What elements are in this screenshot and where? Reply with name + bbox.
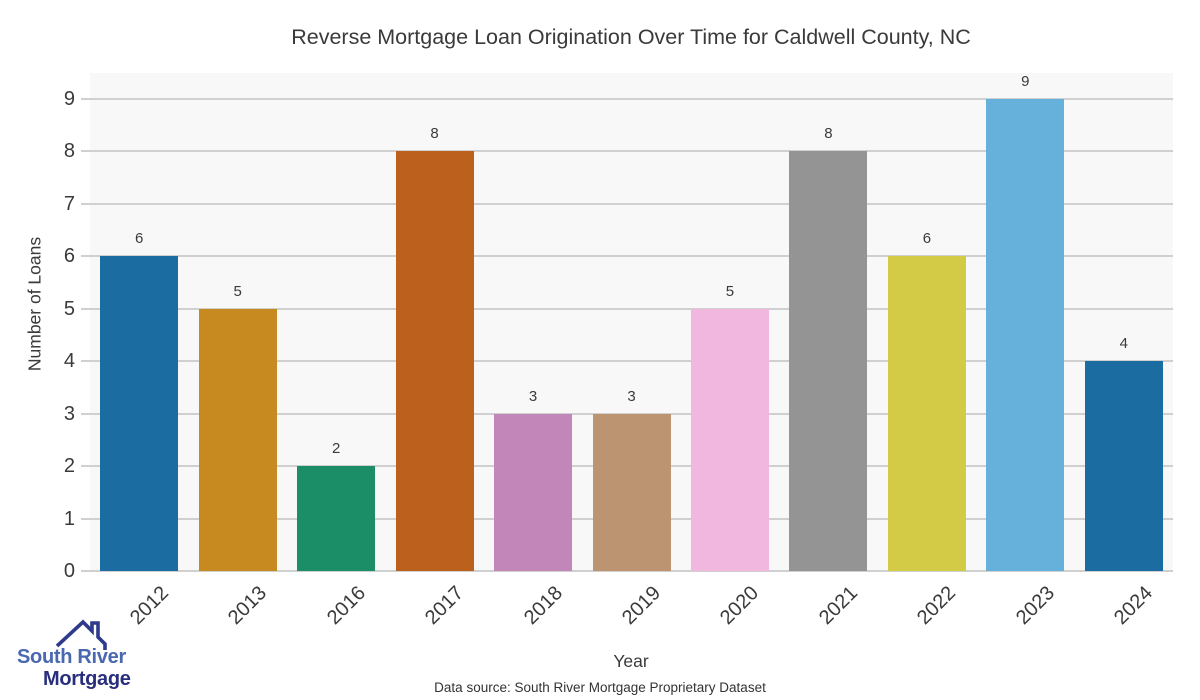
bar-2023 xyxy=(986,98,1065,571)
bar-2017 xyxy=(395,151,474,571)
bar-value-label: 6 xyxy=(135,230,144,248)
bar-value-label: 8 xyxy=(430,125,439,143)
y-tick-label: 0 xyxy=(63,560,75,582)
y-tick-label: 2 xyxy=(63,455,75,478)
x-axis-title: Year xyxy=(613,651,649,671)
y-axis-tick xyxy=(81,150,94,153)
y-axis-tick xyxy=(81,517,94,520)
y-tick-label: 3 xyxy=(63,402,75,425)
gridline xyxy=(90,150,1173,153)
gridline xyxy=(90,307,1173,310)
bar-2020 xyxy=(690,308,769,571)
gridline xyxy=(90,570,1173,572)
gridline xyxy=(90,202,1173,205)
bar-2022 xyxy=(887,256,966,571)
x-tick-label: 2021 xyxy=(814,582,862,630)
x-tick-label: 2022 xyxy=(913,582,961,630)
plot-area: 6 5 2 8 3 3 5 8 6 9 4 xyxy=(90,72,1173,572)
bar-value-label: 3 xyxy=(528,387,538,405)
bar-value-label: 2 xyxy=(331,440,341,458)
y-axis-tick xyxy=(81,465,94,468)
x-tick-label: 2023 xyxy=(1011,582,1059,630)
gridline xyxy=(90,360,1173,363)
bar-value-label: 8 xyxy=(824,125,833,143)
y-axis-tick xyxy=(81,412,94,415)
logo-text-south-river: South River xyxy=(17,646,126,668)
y-tick-label: 6 xyxy=(63,245,75,268)
x-tick-label: 2016 xyxy=(322,582,370,630)
y-tick-label: 4 xyxy=(63,350,75,373)
house-roof-icon xyxy=(55,619,107,650)
data-source-note: Data source: South River Mortgage Propri… xyxy=(434,680,766,695)
y-tick-label: 5 xyxy=(63,297,75,320)
x-tick-label: 2020 xyxy=(716,582,764,630)
bar-value-label: 3 xyxy=(627,387,636,405)
x-tick-label: 2019 xyxy=(618,582,666,630)
bar-2019 xyxy=(592,413,671,571)
y-axis-tick xyxy=(81,360,94,363)
bar-2024 xyxy=(1084,361,1163,571)
y-axis-tick xyxy=(81,202,94,205)
gridline xyxy=(90,255,1173,258)
x-tick-label: 2017 xyxy=(421,582,469,630)
south-river-mortgage-logo: South River Mortgage xyxy=(15,617,155,695)
x-tick-label: 2018 xyxy=(519,582,567,630)
bar-2012 xyxy=(100,256,179,571)
bar-value-label: 4 xyxy=(1119,335,1128,353)
x-tick-label: 2013 xyxy=(224,582,272,630)
bar-value-label: 9 xyxy=(1021,72,1030,90)
bar-2018 xyxy=(494,413,573,571)
x-tick-label: 2024 xyxy=(1110,582,1158,630)
bar-value-label: 6 xyxy=(922,230,932,248)
gridline xyxy=(90,97,1173,100)
y-axis-tick xyxy=(81,97,94,100)
y-tick-label: 8 xyxy=(63,140,75,163)
bar-value-label: 5 xyxy=(725,282,735,300)
y-tick-label: 7 xyxy=(63,192,75,215)
y-axis-tick xyxy=(81,570,94,572)
y-axis-tick xyxy=(81,255,94,258)
logo-text-mortgage: Mortgage xyxy=(43,668,131,690)
y-tick-label: 1 xyxy=(63,507,75,530)
y-tick-label: 9 xyxy=(63,87,75,110)
bar-value-label: 5 xyxy=(233,282,242,300)
bar-2021 xyxy=(789,151,868,571)
y-axis-title: Number of Loans xyxy=(24,236,45,372)
y-axis-tick xyxy=(81,307,94,310)
bar-2016 xyxy=(297,466,376,571)
chart-title: Reverse Mortgage Loan Origination Over T… xyxy=(291,25,971,49)
bar-2013 xyxy=(198,308,277,571)
